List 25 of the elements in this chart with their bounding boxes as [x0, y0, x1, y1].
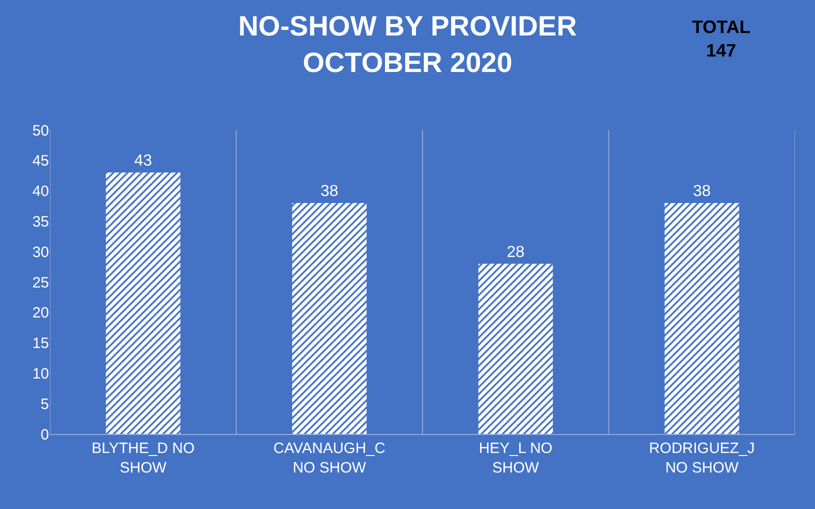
y-tick-label: 15: [32, 335, 49, 352]
y-tick-label: 45: [32, 152, 49, 170]
x-tick-label: CAVANAUGH_C NO SHOW: [273, 440, 386, 476]
bar: [106, 172, 180, 434]
y-tick-label: 35: [32, 213, 49, 230]
x-tick-label: RODRIGUEZ_J NO SHOW: [648, 440, 755, 476]
bar: [664, 202, 740, 434]
data-label: 38: [320, 182, 338, 200]
y-tick-label: 25: [32, 274, 49, 292]
y-tick-label: 40: [32, 183, 49, 200]
x-tick-label: HEY_L NO SHOW: [478, 440, 552, 476]
y-tick-label: 30: [32, 244, 49, 261]
bar: [292, 202, 367, 434]
data-label: 38: [692, 182, 711, 200]
y-tick-label: 0: [40, 426, 49, 444]
data-label: 43: [134, 152, 152, 170]
y-tick-label: 20: [32, 304, 49, 322]
text: TOTAL 147: [692, 17, 750, 60]
y-tick-label: 5: [40, 396, 49, 413]
data-label: 28: [506, 244, 525, 261]
bar: [478, 264, 553, 434]
x-tick-label: BLYTHE_D NO SHOW: [92, 440, 195, 476]
y-tick-label: 10: [32, 365, 49, 382]
y-tick-label: 50: [32, 122, 49, 140]
chart-title: NO-SHOW BY PROVIDER OCTOBER 2020: [238, 10, 577, 78]
